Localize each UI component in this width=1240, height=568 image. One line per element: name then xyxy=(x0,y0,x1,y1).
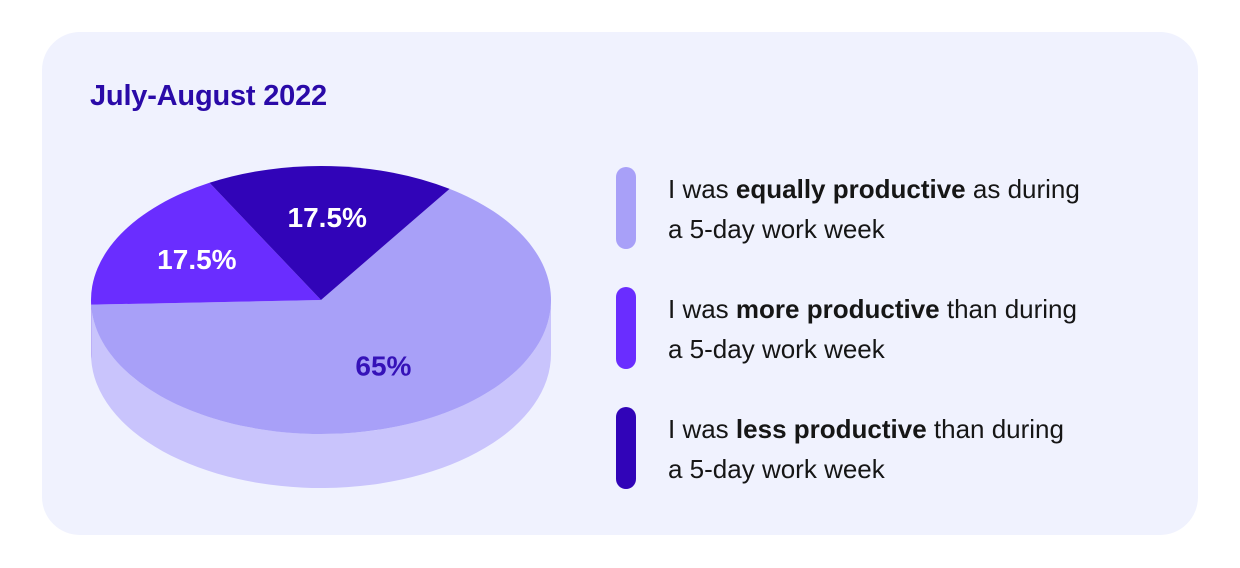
chart-legend: I was equally productive as during a 5-d… xyxy=(616,167,1176,527)
pie-slice-label: 65% xyxy=(355,351,411,382)
legend-item-less-productive: I was less productive than during a 5-da… xyxy=(616,407,1176,489)
pie-slice-label: 17.5% xyxy=(288,202,367,233)
legend-text: I was more productive than during a 5-da… xyxy=(668,294,1077,364)
legend-swatch xyxy=(616,287,636,369)
legend-swatch xyxy=(616,407,636,489)
legend-item-equally-productive: I was equally productive as during a 5-d… xyxy=(616,167,1176,249)
legend-text: I was equally productive as during a 5-d… xyxy=(668,174,1080,244)
pie-slice-label: 17.5% xyxy=(157,244,236,275)
pie-slice xyxy=(209,166,450,300)
pie-slice xyxy=(91,188,552,434)
legend-text: I was less productive than during a 5-da… xyxy=(668,414,1064,484)
pie-tops xyxy=(91,166,552,434)
legend-swatch xyxy=(616,167,636,249)
chart-title: July-August 2022 xyxy=(90,80,327,112)
pie-slice xyxy=(91,182,321,305)
pie-labels: 65% 17.5% 17.5% xyxy=(157,202,411,382)
pie-slice-side xyxy=(91,300,551,488)
pie-sides xyxy=(91,300,551,488)
legend-item-more-productive: I was more productive than during a 5-da… xyxy=(616,287,1176,369)
